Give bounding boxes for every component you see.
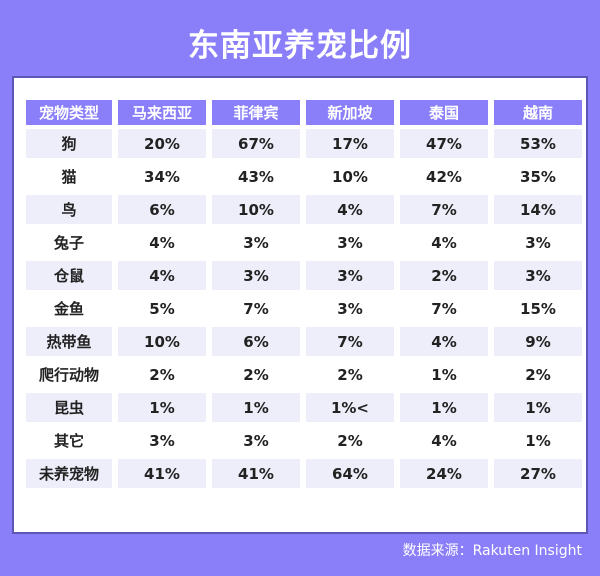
value-cell: 47% (400, 129, 488, 158)
pet-type-cell: 热带鱼 (26, 327, 112, 356)
pet-type-cell: 其它 (53, 432, 84, 450)
value-cell: 2% (525, 365, 551, 384)
value-cell: 2% (243, 365, 269, 384)
value-cell: 4% (118, 261, 206, 290)
pet-type-cell: 金鱼 (53, 300, 84, 318)
table-row: 兔子 4% 3% 3% 4% 3% (26, 228, 582, 257)
column-header: 新加坡 (306, 100, 394, 125)
column-header: 越南 (494, 100, 582, 125)
value-cell: 10% (212, 195, 300, 224)
pet-type-cell: 狗 (26, 129, 112, 158)
value-cell: 3% (212, 261, 300, 290)
column-header: 宠物类型 (26, 100, 112, 125)
value-cell: 10% (118, 327, 206, 356)
value-cell: 3% (149, 431, 175, 450)
value-cell: 10% (332, 167, 368, 186)
pet-type-cell: 鸟 (26, 195, 112, 224)
value-cell: 7% (306, 327, 394, 356)
value-cell: 4% (306, 195, 394, 224)
value-cell: 4% (431, 233, 457, 252)
table-row: 金鱼 5% 7% 3% 7% 15% (26, 294, 582, 323)
pet-type-cell: 兔子 (53, 234, 84, 252)
source-note: 数据来源：Rakuten Insight (402, 543, 582, 559)
value-cell: 7% (243, 299, 269, 318)
column-header: 泰国 (400, 100, 488, 125)
value-cell: 2% (400, 261, 488, 290)
table-row: 爬行动物 2% 2% 2% 1% 2% (26, 360, 582, 389)
value-cell: 9% (494, 327, 582, 356)
value-cell: 2% (337, 431, 363, 450)
value-cell: 15% (520, 299, 556, 318)
column-header: 马来西亚 (118, 100, 206, 125)
value-cell: 41% (118, 459, 206, 488)
column-header: 菲律宾 (212, 100, 300, 125)
value-cell: 42% (426, 167, 462, 186)
value-cell: 4% (400, 327, 488, 356)
pet-table: 宠物类型 马来西亚 菲律宾 新加坡 泰国 越南 狗 20% 67% 17% 47% 53% 猫 34% 4… (20, 96, 588, 492)
value-cell: 2% (149, 365, 175, 384)
pet-type-cell: 猫 (61, 168, 77, 186)
value-cell: 3% (243, 233, 269, 252)
value-cell: 5% (149, 299, 175, 318)
value-cell: 6% (118, 195, 206, 224)
pet-type-cell: 爬行动物 (38, 366, 99, 384)
value-cell: 20% (118, 129, 206, 158)
value-cell: 43% (238, 167, 274, 186)
value-cell: 1% (212, 393, 300, 422)
table-row: 仓鼠 4% 3% 3% 2% 3% (26, 261, 582, 290)
value-cell: 24% (400, 459, 488, 488)
value-cell: 3% (337, 299, 363, 318)
value-cell: 3% (525, 233, 551, 252)
value-cell: 1% (525, 431, 551, 450)
value-cell: 1% (400, 393, 488, 422)
value-cell: 3% (306, 261, 394, 290)
value-cell: 17% (306, 129, 394, 158)
value-cell: 3% (494, 261, 582, 290)
value-cell: 4% (431, 431, 457, 450)
value-cell: 2% (337, 365, 363, 384)
pet-type-cell: 仓鼠 (26, 261, 112, 290)
value-cell: 7% (431, 299, 457, 318)
value-cell: 7% (400, 195, 488, 224)
table-header-row: 宠物类型 马来西亚 菲律宾 新加坡 泰国 越南 (26, 100, 582, 125)
value-cell: 1% (118, 393, 206, 422)
page-title: 东南亚养宠比例 (188, 28, 412, 64)
value-cell: 3% (337, 233, 363, 252)
value-cell: 1% (431, 365, 457, 384)
value-cell: 53% (494, 129, 582, 158)
value-cell: 3% (243, 431, 269, 450)
value-cell: 6% (212, 327, 300, 356)
table-card: 宠物类型 马来西亚 菲律宾 新加坡 泰国 越南 狗 20% 67% 17% 47% 53% 猫 34% 4… (12, 76, 588, 534)
value-cell: 41% (212, 459, 300, 488)
value-cell: 34% (144, 167, 180, 186)
pet-type-cell: 未养宠物 (26, 459, 112, 488)
value-cell: 1% (494, 393, 582, 422)
table-row: 未养宠物 41% 41% 64% 24% 27% (26, 459, 582, 488)
value-cell: 4% (149, 233, 175, 252)
value-cell: 14% (494, 195, 582, 224)
value-cell: 67% (212, 129, 300, 158)
value-cell: 64% (306, 459, 394, 488)
value-cell: 27% (494, 459, 582, 488)
table-row: 昆虫 1% 1% 1%< 1% 1% (26, 393, 582, 422)
table-row: 其它 3% 3% 2% 4% 1% (26, 426, 582, 455)
pet-type-cell: 昆虫 (26, 393, 112, 422)
table-row: 狗 20% 67% 17% 47% 53% (26, 129, 582, 158)
table-row: 鸟 6% 10% 4% 7% 14% (26, 195, 582, 224)
value-cell: 1%< (306, 393, 394, 422)
value-cell: 35% (520, 167, 556, 186)
table-row: 猫 34% 43% 10% 42% 35% (26, 162, 582, 191)
table-row: 热带鱼 10% 6% 7% 4% 9% (26, 327, 582, 356)
